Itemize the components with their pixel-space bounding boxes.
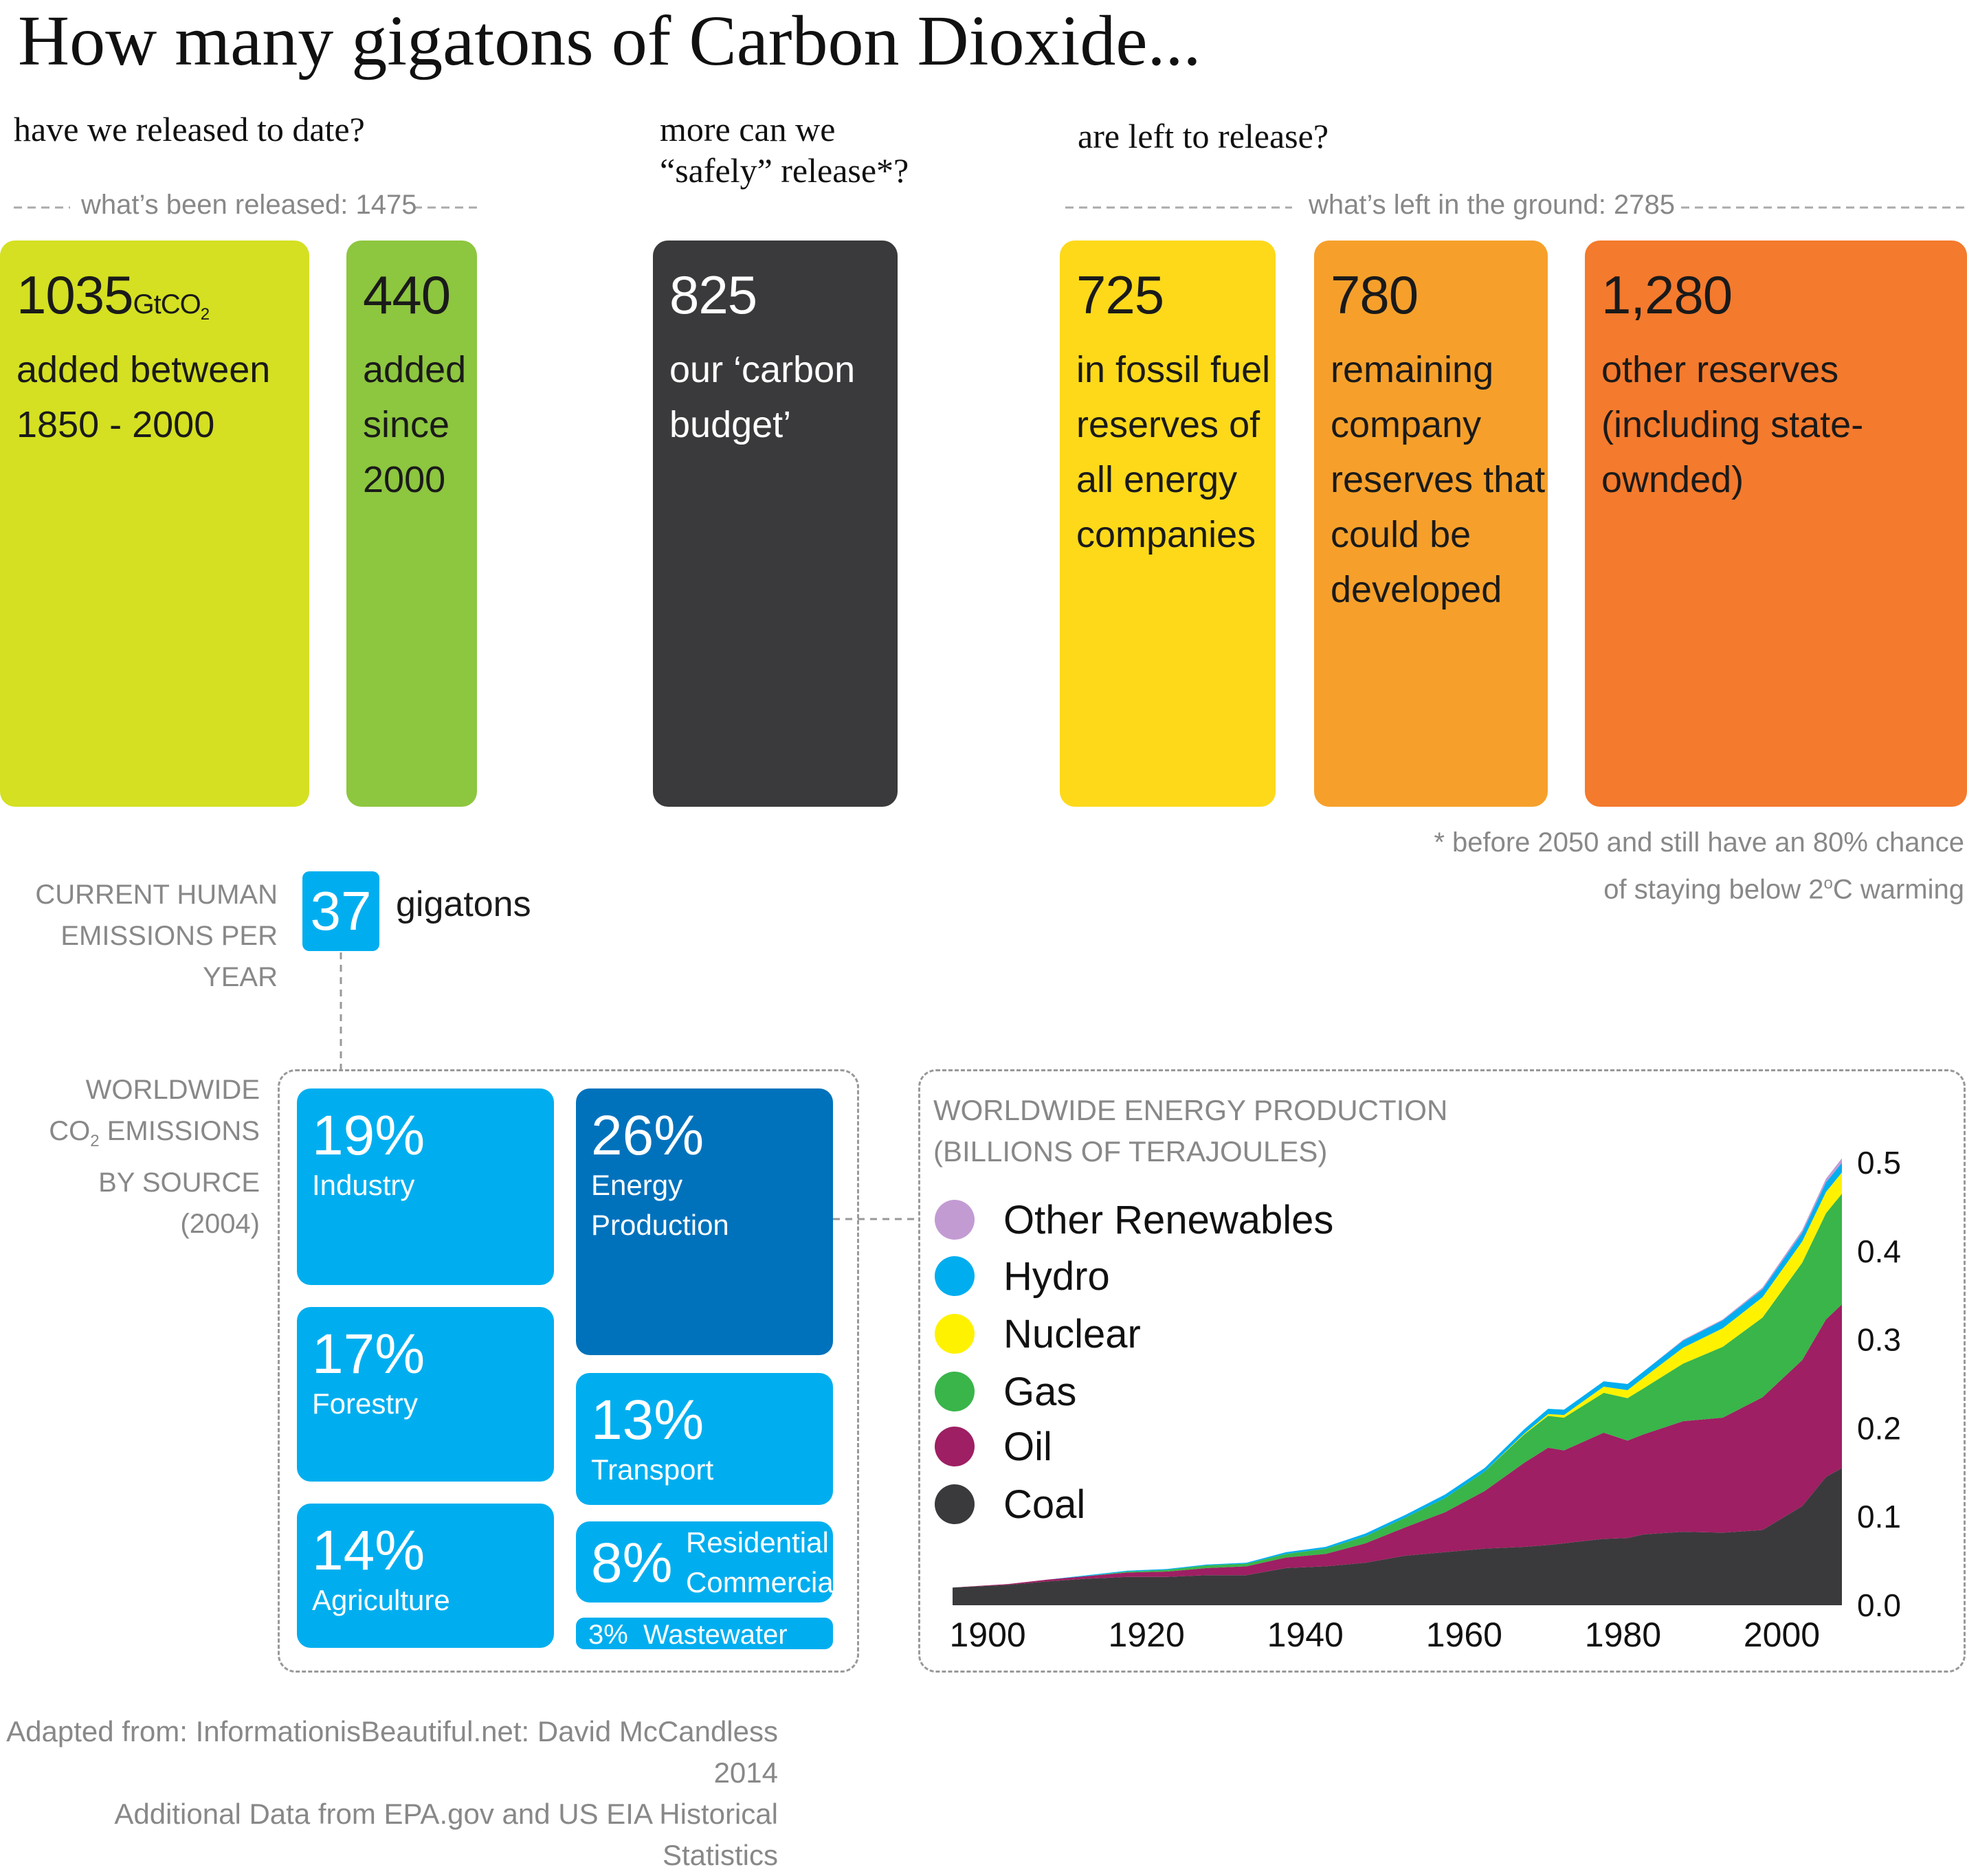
legend-item-other-renewables: Other Renewables bbox=[935, 1196, 1333, 1244]
box-company-reserves: 780 remaining company reserves that could b… bbox=[1314, 241, 1548, 807]
question-safe-line1: more can we bbox=[660, 110, 836, 148]
y-tick-label: 0.1 bbox=[1857, 1499, 1901, 1534]
tile-forestry: 17% Forestry bbox=[297, 1307, 554, 1482]
legend-swatch bbox=[935, 1427, 975, 1466]
left-divider-label: what’s left in the ground: 2785 bbox=[1309, 190, 1675, 220]
question-safe-line2: “safely” release*? bbox=[660, 151, 909, 190]
area-gas bbox=[953, 1194, 1842, 1588]
box-fossil-reserves: 725 in fossil fuel reserves of all energy c… bbox=[1060, 241, 1276, 807]
question-released: have we released to date? bbox=[14, 110, 365, 148]
box-desc: added since 2000 bbox=[363, 349, 467, 500]
area-oil bbox=[953, 1304, 1842, 1588]
question-left: are left to release? bbox=[1078, 117, 1329, 155]
tile-industry: 19% Industry bbox=[297, 1088, 554, 1285]
box-desc: our ‘carbon budget’ bbox=[669, 349, 856, 445]
legend-swatch bbox=[935, 1256, 975, 1296]
tile-energy-production: 26% Energy Production bbox=[576, 1088, 833, 1355]
x-tick-label: 2000 bbox=[1744, 1616, 1820, 1654]
box-desc: other reserves (including state-ownded) bbox=[1601, 349, 1864, 500]
emissions-sources-frame bbox=[278, 1069, 859, 1673]
legend-swatch bbox=[935, 1372, 975, 1411]
box-released-1850-2000: 1035GtCO2 added between 1850 - 2000 bbox=[0, 241, 309, 807]
legend-swatch bbox=[935, 1484, 975, 1524]
area-coal bbox=[953, 1468, 1842, 1605]
tile-wastewater: 3% Wastewater bbox=[576, 1618, 833, 1650]
legend-item-gas: Gas bbox=[935, 1367, 1076, 1416]
energy-area-chart: 1900 1920 1940 1960 1980 2000 0.0 0.1 0.2 0.3 0.4 0… bbox=[949, 1145, 1901, 1654]
y-tick-label: 0.2 bbox=[1857, 1410, 1901, 1446]
divider-lines bbox=[14, 206, 1964, 209]
box-other-reserves: 1,280 other reserves (including state-own… bbox=[1585, 241, 1967, 807]
box-value: 440 bbox=[363, 265, 451, 325]
footnote: * before 2050 and still have an 80% chan… bbox=[1434, 827, 1964, 905]
y-tick-label: 0.3 bbox=[1857, 1322, 1901, 1358]
page-title: How many gigatons of Carbon Dioxide... bbox=[18, 1, 1201, 80]
energy-chart-frame bbox=[918, 1069, 1966, 1673]
connector-lines bbox=[340, 952, 918, 1220]
box-value: 780 bbox=[1331, 265, 1419, 325]
box-desc: in fossil fuel reserves of all energy compa… bbox=[1076, 349, 1271, 555]
legend-item-hydro: Hydro bbox=[935, 1252, 1110, 1300]
box-desc: remaining company reserves that could be dev… bbox=[1331, 349, 1546, 610]
emissions-by-source-label: WORLDWIDE CO2 EMISSIONS BY SOURCE (2004) bbox=[49, 1075, 260, 1239]
x-tick-label: 1920 bbox=[1109, 1616, 1185, 1654]
box-desc: added between 1850 - 2000 bbox=[16, 349, 271, 445]
box-value: 825 bbox=[669, 265, 757, 325]
tile-residential-commercial: 8% Residential Commercial bbox=[576, 1521, 840, 1603]
y-tick-label: 0.5 bbox=[1857, 1145, 1901, 1181]
box-value: 1035GtCO2 bbox=[16, 265, 210, 325]
x-tick-label: 1900 bbox=[949, 1616, 1025, 1654]
box-value: 725 bbox=[1076, 265, 1164, 325]
y-tick-label: 0.0 bbox=[1857, 1587, 1901, 1623]
tile-transport: 13% Transport bbox=[576, 1373, 833, 1505]
x-tick-label: 1980 bbox=[1585, 1616, 1661, 1654]
box-value: 1,280 bbox=[1601, 265, 1733, 325]
legend-swatch bbox=[935, 1200, 975, 1240]
chart-title: WORLDWIDE ENERGY PRODUCTION (BILLIONS OF… bbox=[933, 1094, 1448, 1168]
current-emissions-label: CURRENT HUMAN EMISSIONS PER YEAR bbox=[35, 880, 278, 992]
legend-item-oil: Oil bbox=[935, 1422, 1052, 1471]
current-emissions-value: 37 bbox=[302, 871, 379, 951]
x-tick-label: 1960 bbox=[1426, 1616, 1502, 1654]
released-divider-label: what’s been released: 1475 bbox=[81, 190, 417, 220]
box-carbon-budget: 825 our ‘carbon budget’ bbox=[653, 241, 898, 807]
box-released-since-2000: 440 added since 2000 bbox=[346, 241, 477, 807]
legend-item-nuclear: Nuclear bbox=[935, 1310, 1141, 1358]
tile-agriculture: 14% Agriculture bbox=[297, 1504, 554, 1648]
legend-swatch bbox=[935, 1314, 975, 1354]
source-credit: Adapted from: InformationisBeautiful.net… bbox=[6, 1715, 778, 1871]
y-tick-label: 0.4 bbox=[1857, 1233, 1901, 1269]
legend-item-coal: Coal bbox=[935, 1480, 1085, 1528]
x-tick-label: 1940 bbox=[1267, 1616, 1344, 1654]
current-emissions-unit: gigatons bbox=[396, 884, 531, 924]
